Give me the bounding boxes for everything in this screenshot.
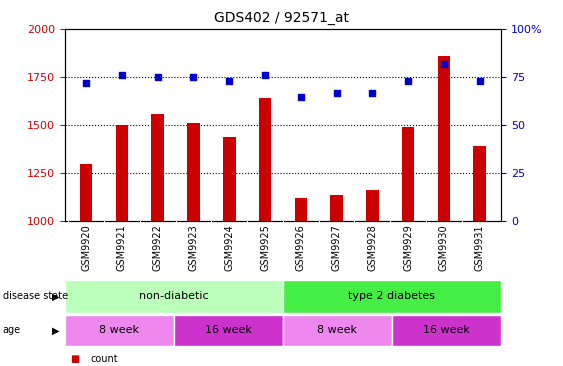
Bar xyxy=(80,164,92,221)
Text: non-diabetic: non-diabetic xyxy=(139,291,209,302)
Text: 8 week: 8 week xyxy=(318,325,358,335)
Bar xyxy=(366,190,378,221)
Text: 8 week: 8 week xyxy=(99,325,139,335)
Bar xyxy=(187,123,200,221)
Point xyxy=(82,80,91,86)
Point xyxy=(153,74,162,80)
Text: count: count xyxy=(90,354,118,364)
Text: GSM9920: GSM9920 xyxy=(81,224,91,271)
Bar xyxy=(330,195,343,221)
Point xyxy=(296,94,305,100)
Text: GSM9924: GSM9924 xyxy=(224,224,234,271)
Bar xyxy=(283,280,501,313)
Text: ▶: ▶ xyxy=(52,291,59,302)
Text: 16 week: 16 week xyxy=(423,325,470,335)
Bar xyxy=(151,114,164,221)
Text: GSM9928: GSM9928 xyxy=(367,224,377,271)
Text: GSM9929: GSM9929 xyxy=(403,224,413,271)
Point xyxy=(189,74,198,80)
Bar xyxy=(65,315,174,346)
Point xyxy=(225,78,234,84)
Bar xyxy=(437,56,450,221)
Point xyxy=(118,72,127,78)
Point xyxy=(332,90,341,96)
Text: GSM9926: GSM9926 xyxy=(296,224,306,271)
Point xyxy=(404,78,413,84)
Text: 16 week: 16 week xyxy=(205,325,252,335)
Point xyxy=(368,90,377,96)
Text: type 2 diabetes: type 2 diabetes xyxy=(348,291,436,302)
Bar xyxy=(65,280,283,313)
Bar xyxy=(223,137,235,221)
Bar xyxy=(116,125,128,221)
Point xyxy=(475,78,484,84)
Bar xyxy=(294,198,307,221)
Text: GSM9921: GSM9921 xyxy=(117,224,127,271)
Point xyxy=(261,72,270,78)
Text: ▶: ▶ xyxy=(52,325,59,336)
Text: ■: ■ xyxy=(70,354,79,364)
Text: GSM9927: GSM9927 xyxy=(332,224,342,271)
Bar xyxy=(402,127,414,221)
Text: age: age xyxy=(3,325,21,336)
Text: GDS402 / 92571_at: GDS402 / 92571_at xyxy=(214,11,349,25)
Point xyxy=(439,61,448,67)
Text: GSM9925: GSM9925 xyxy=(260,224,270,271)
Text: GSM9923: GSM9923 xyxy=(189,224,199,271)
Bar xyxy=(473,146,486,221)
Text: disease state: disease state xyxy=(3,291,68,302)
Bar xyxy=(283,315,392,346)
Text: GSM9922: GSM9922 xyxy=(153,224,163,271)
Bar xyxy=(259,98,271,221)
Bar xyxy=(392,315,501,346)
Text: GSM9930: GSM9930 xyxy=(439,224,449,271)
Bar xyxy=(174,315,283,346)
Text: GSM9931: GSM9931 xyxy=(475,224,485,271)
